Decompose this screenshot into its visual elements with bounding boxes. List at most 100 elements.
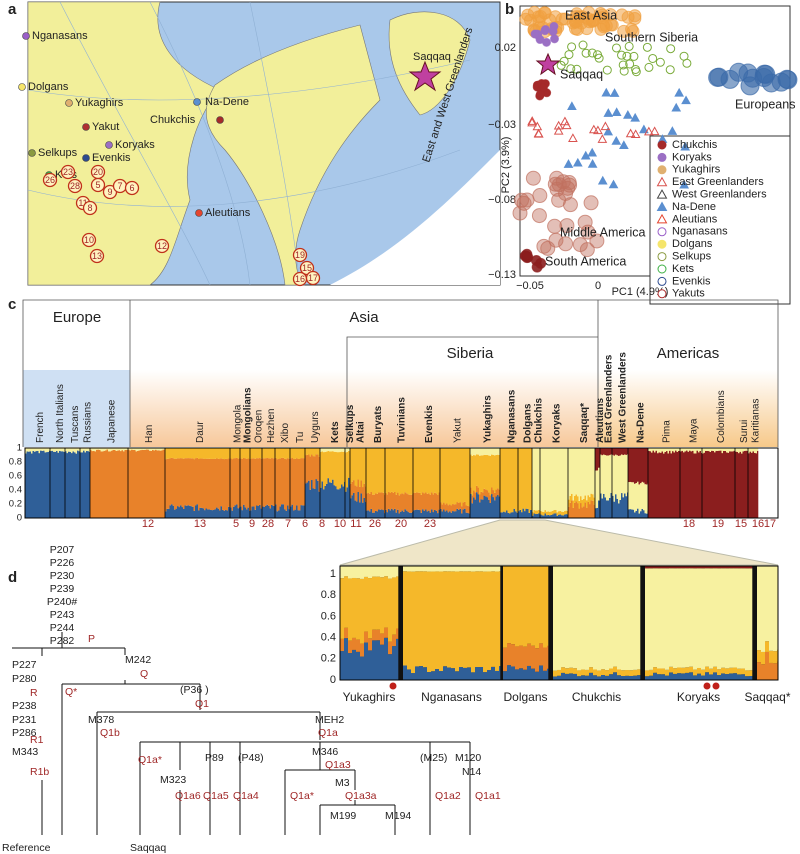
pca-point	[625, 128, 636, 138]
ancestry-column	[488, 492, 490, 500]
ancestry-column	[456, 502, 459, 509]
ancestry-column	[488, 448, 490, 456]
ancestry-column	[677, 566, 682, 569]
ancestry-column	[352, 637, 357, 650]
ancestry-column	[398, 448, 401, 496]
panel-letter: b	[505, 1, 514, 18]
ancestry-column	[572, 448, 575, 501]
site-number: 20	[93, 167, 103, 177]
ancestry-column	[385, 492, 387, 510]
ancestry-column	[521, 448, 523, 513]
ancestry-column	[519, 566, 524, 646]
pca-annotation: Southern Siberia	[605, 30, 698, 44]
ancestry-column	[251, 458, 254, 507]
ancestry-column	[489, 495, 492, 503]
ancestry-column	[492, 490, 495, 498]
ancestry-column	[333, 448, 336, 452]
legend-marker	[656, 189, 668, 199]
haplogroup-label: Q1a6	[175, 790, 201, 802]
ancestry-column	[535, 648, 540, 672]
ancestry-column	[680, 451, 682, 518]
ancestry-column	[438, 448, 441, 493]
ancestry-column	[348, 448, 350, 451]
ancestry-column	[453, 448, 456, 505]
ancestry-column	[530, 509, 532, 518]
ancestry-column	[447, 512, 450, 518]
ancestry-column	[736, 448, 739, 452]
ancestry-column	[513, 508, 516, 518]
ancestry-column	[54, 448, 57, 452]
zoom-frame	[339, 565, 779, 681]
ancestry-column	[121, 448, 124, 451]
ancestry-column	[744, 450, 746, 518]
ancestry-column	[629, 670, 634, 676]
ancestry-column	[166, 448, 169, 459]
ancestry-column	[108, 448, 110, 452]
ancestry-column	[311, 448, 313, 455]
ancestry-column	[348, 653, 353, 680]
ancestry-column	[494, 500, 496, 518]
ancestry-column	[401, 448, 404, 494]
ancestry-column	[329, 448, 331, 452]
ancestry-column	[41, 448, 44, 451]
ancestry-column	[531, 645, 536, 669]
ancestry-column	[474, 499, 477, 518]
ancestry-column	[175, 508, 178, 518]
ancestry-column	[721, 568, 726, 668]
ancestry-column	[231, 448, 234, 460]
ancestry-column	[263, 448, 266, 459]
ancestry-column	[547, 448, 550, 512]
ancestry-column	[392, 566, 397, 578]
ancestry-column	[495, 566, 500, 572]
ancestry-column	[745, 568, 750, 671]
ancestry-column	[547, 514, 550, 518]
ancestry-column	[314, 489, 316, 518]
ancestry-column	[84, 452, 87, 518]
pca-point	[559, 218, 575, 234]
ancestry-column	[94, 451, 97, 518]
ancestry-column	[595, 470, 597, 509]
ancestry-column	[463, 667, 468, 680]
ancestry-column	[568, 499, 570, 507]
ancestry-column	[410, 494, 413, 513]
ancestry-column	[382, 448, 385, 493]
ancestry-column	[380, 644, 385, 680]
ancestry-column	[268, 505, 270, 518]
ancestry-column	[400, 494, 402, 512]
site-circle	[154, 238, 170, 254]
ancestry-column	[56, 450, 58, 518]
ancestry-column	[246, 509, 248, 518]
ancestry-column	[705, 450, 707, 518]
ancestry-column	[569, 667, 574, 674]
ancestry-column	[561, 566, 566, 668]
legend-label: Na-Dene	[672, 201, 716, 213]
ancestry-column	[486, 490, 489, 498]
ancestry-column	[697, 667, 702, 674]
ancestry-column	[703, 452, 706, 518]
ancestry-column	[225, 458, 227, 511]
ancestry-column	[299, 459, 301, 511]
population-label: Koryaks	[552, 403, 563, 443]
saqqaq-star	[535, 52, 561, 76]
ancestry-column	[275, 504, 277, 518]
ancestry-column	[512, 448, 514, 513]
ancestry-column	[678, 450, 680, 518]
ancestry-column	[495, 489, 498, 497]
zoom-wedge	[339, 519, 779, 566]
ancestry-column	[336, 448, 339, 453]
ancestry-column	[538, 513, 540, 518]
site-number: 11	[78, 198, 87, 208]
ancestry-column	[555, 513, 557, 518]
ancestry-column	[199, 448, 202, 459]
ancestry-column	[473, 448, 475, 456]
ancestry-column	[46, 448, 48, 453]
ancestry-column	[669, 566, 674, 569]
ancestry-column	[549, 515, 551, 518]
ancestry-column	[733, 673, 738, 680]
ancestry-column	[308, 448, 310, 455]
ancestry-column	[222, 509, 224, 518]
ancestry-column	[491, 448, 493, 455]
ancestry-column	[250, 448, 252, 459]
ancestry-column	[440, 508, 442, 518]
ancestry-column	[253, 448, 255, 459]
